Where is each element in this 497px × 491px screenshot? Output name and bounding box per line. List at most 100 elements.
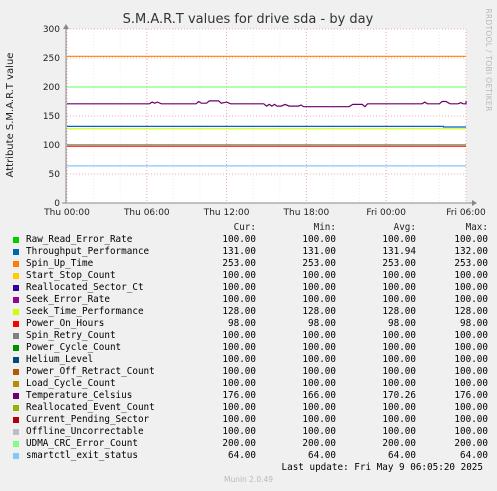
- rrdtool-credit: RRDTOOL / TOBI OETIKER: [484, 8, 493, 111]
- legend-avg: 200.00: [382, 438, 416, 449]
- chart: 0 50 100 150 200 250 300 Thu 00:00 Thu 06:00 Thu…: [5, 8, 493, 218]
- legend-avg: 100.00: [382, 426, 416, 437]
- legend-cur: 100.00: [222, 282, 256, 293]
- legend-cur: 100.00: [222, 402, 256, 413]
- legend-row: Spin_Up_Time 253.00 253.00 253.00 253.00: [13, 258, 493, 270]
- col-cur-header: Cur:: [233, 222, 256, 233]
- legend-swatch-icon: [13, 357, 19, 363]
- legend-name: Power_On_Hours: [26, 318, 105, 329]
- legend-max: 100.00: [454, 330, 488, 341]
- legend-max: 100.00: [454, 270, 488, 281]
- legend-avg: 100.00: [382, 378, 416, 389]
- legend-min: 200.00: [302, 438, 336, 449]
- x-tick-label: Thu 18:00: [283, 208, 330, 218]
- legend-row: Spin_Retry_Count 100.00 100.00 100.00 100.00: [13, 330, 493, 342]
- legend-swatch-icon: [13, 453, 19, 459]
- legend-max: 100.00: [454, 414, 488, 425]
- legend-min: 100.00: [302, 234, 336, 245]
- legend-header: Cur: Min: Avg: Max:: [13, 222, 493, 234]
- legend-swatch-icon: [13, 249, 19, 255]
- legend-cur: 100.00: [222, 234, 256, 245]
- legend-name: Spin_Up_Time: [26, 258, 94, 269]
- legend-row: Temperature_Celsius 176.00 166.00 170.26 176…: [13, 390, 493, 402]
- legend-cur: 131.00: [222, 246, 256, 257]
- legend-max: 98.00: [460, 318, 488, 329]
- legend-max: 100.00: [454, 354, 488, 365]
- x-tick-label: Thu 00:00: [43, 208, 90, 218]
- legend-name: Helium_Level: [26, 354, 94, 365]
- legend-avg: 253.00: [382, 258, 416, 269]
- legend-row: Helium_Level 100.00 100.00 100.00 100.00: [13, 354, 493, 366]
- legend-min: 100.00: [302, 366, 336, 377]
- legend-min: 100.00: [302, 342, 336, 353]
- legend-min: 100.00: [302, 282, 336, 293]
- legend-cur: 64.00: [228, 450, 256, 461]
- legend-cur: 100.00: [222, 414, 256, 425]
- legend-cur: 200.00: [222, 438, 256, 449]
- legend-swatch-icon: [13, 441, 19, 447]
- legend-max: 132.00: [454, 246, 488, 257]
- legend-swatch-icon: [13, 417, 19, 423]
- legend-cur: 176.00: [222, 390, 256, 401]
- legend-min: 100.00: [302, 294, 336, 305]
- legend-max: 100.00: [454, 402, 488, 413]
- legend-swatch-icon: [13, 237, 19, 243]
- legend-min: 100.00: [302, 354, 336, 365]
- legend-max: 64.00: [460, 450, 488, 461]
- legend-cur: 100.00: [222, 342, 256, 353]
- legend-avg: 100.00: [382, 414, 416, 425]
- legend-avg: 131.94: [382, 246, 416, 257]
- col-min-header: Min:: [313, 222, 336, 233]
- legend-min: 100.00: [302, 378, 336, 389]
- x-tick-label: Thu 12:00: [203, 208, 250, 218]
- legend-swatch-icon: [13, 381, 19, 387]
- legend-cur: 100.00: [222, 270, 256, 281]
- legend-row: Power_On_Hours 98.00 98.00 98.00 98.00: [13, 318, 493, 330]
- legend-max: 100.00: [454, 234, 488, 245]
- legend-name: Raw_Read_Error_Rate: [26, 234, 133, 245]
- y-tick-label: 300: [43, 25, 60, 35]
- legend-swatch-icon: [13, 261, 19, 267]
- legend-max: 200.00: [454, 438, 488, 449]
- legend-name: Seek_Time_Performance: [26, 306, 144, 317]
- legend-min: 100.00: [302, 426, 336, 437]
- x-axis-arrow-icon: [472, 200, 477, 206]
- series-line-throughput-performance: [67, 125, 466, 128]
- legend-max: 100.00: [454, 366, 488, 377]
- legend-avg: 100.00: [382, 342, 416, 353]
- legend-cur: 100.00: [222, 378, 256, 389]
- legend-min: 128.00: [302, 306, 336, 317]
- legend-min: 100.00: [302, 330, 336, 341]
- legend-swatch-icon: [13, 297, 19, 303]
- y-tick-label: 250: [43, 54, 60, 64]
- legend-swatch-icon: [13, 345, 19, 351]
- legend-avg: 170.26: [382, 390, 416, 401]
- legend-name: Load_Cycle_Count: [26, 378, 116, 389]
- legend-name: Offline_Uncorrectable: [26, 426, 144, 437]
- y-axis-label: Attribute S.M.A.R.T value: [5, 53, 16, 178]
- munin-version: Munin 2.0.49: [223, 475, 274, 484]
- legend-avg: 100.00: [382, 282, 416, 293]
- legend-swatch-icon: [13, 285, 19, 291]
- legend-cur: 98.00: [228, 318, 256, 329]
- legend: Cur: Min: Avg: Max: Raw_Read_Error_Rate 1…: [13, 222, 493, 462]
- legend-name: Current_Pending_Sector: [26, 414, 150, 425]
- legend-name: Power_Off_Retract_Count: [26, 366, 155, 377]
- legend-row: Raw_Read_Error_Rate 100.00 100.00 100.00 100…: [13, 234, 493, 246]
- legend-swatch-icon: [13, 429, 19, 435]
- y-tick-label: 0: [54, 199, 60, 209]
- legend-avg: 64.00: [388, 450, 416, 461]
- legend-avg: 98.00: [388, 318, 416, 329]
- y-axis-arrow-icon: [63, 24, 69, 29]
- legend-avg: 100.00: [382, 354, 416, 365]
- legend-avg: 100.00: [382, 330, 416, 341]
- legend-swatch-icon: [13, 273, 19, 279]
- legend-cur: 100.00: [222, 294, 256, 305]
- legend-row: Reallocated_Sector_Ct 100.00 100.00 100.00 1…: [13, 282, 493, 294]
- legend-name: Temperature_Celsius: [26, 390, 133, 401]
- legend-name: Power_Cycle_Count: [26, 342, 122, 353]
- y-tick-label: 150: [43, 112, 60, 122]
- legend-swatch-icon: [13, 321, 19, 327]
- legend-cur: 100.00: [222, 330, 256, 341]
- legend-row: Power_Cycle_Count 100.00 100.00 100.00 100.0…: [13, 342, 493, 354]
